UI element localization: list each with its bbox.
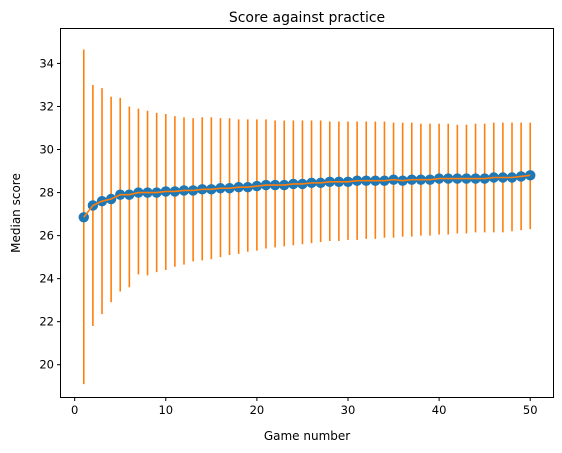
x-tick-label: 30: [341, 403, 356, 417]
axes-frame: [60, 28, 554, 398]
chart-title: Score against practice: [229, 10, 385, 26]
x-axis-label: Game number: [264, 429, 350, 443]
y-tick-label: 22: [39, 315, 54, 329]
y-tick-label: 32: [39, 99, 54, 113]
x-tick-label: 40: [432, 403, 447, 417]
plot-area: [78, 49, 536, 385]
y-tick-label: 34: [39, 56, 54, 70]
y-tick-label: 30: [39, 143, 54, 157]
y-tick-label: 26: [39, 229, 54, 243]
series-line: [83, 174, 531, 218]
x-tick-label: 20: [250, 403, 265, 417]
y-axis-label: Median score: [9, 173, 23, 253]
y-tick-label: 24: [39, 272, 54, 286]
y-tick-label: 20: [39, 358, 54, 372]
x-tick-label: 10: [158, 403, 173, 417]
data-point: [525, 170, 536, 181]
x-tick-label: 50: [523, 403, 538, 417]
y-tick-label: 28: [39, 186, 54, 200]
x-tick-label: 0: [71, 403, 78, 417]
